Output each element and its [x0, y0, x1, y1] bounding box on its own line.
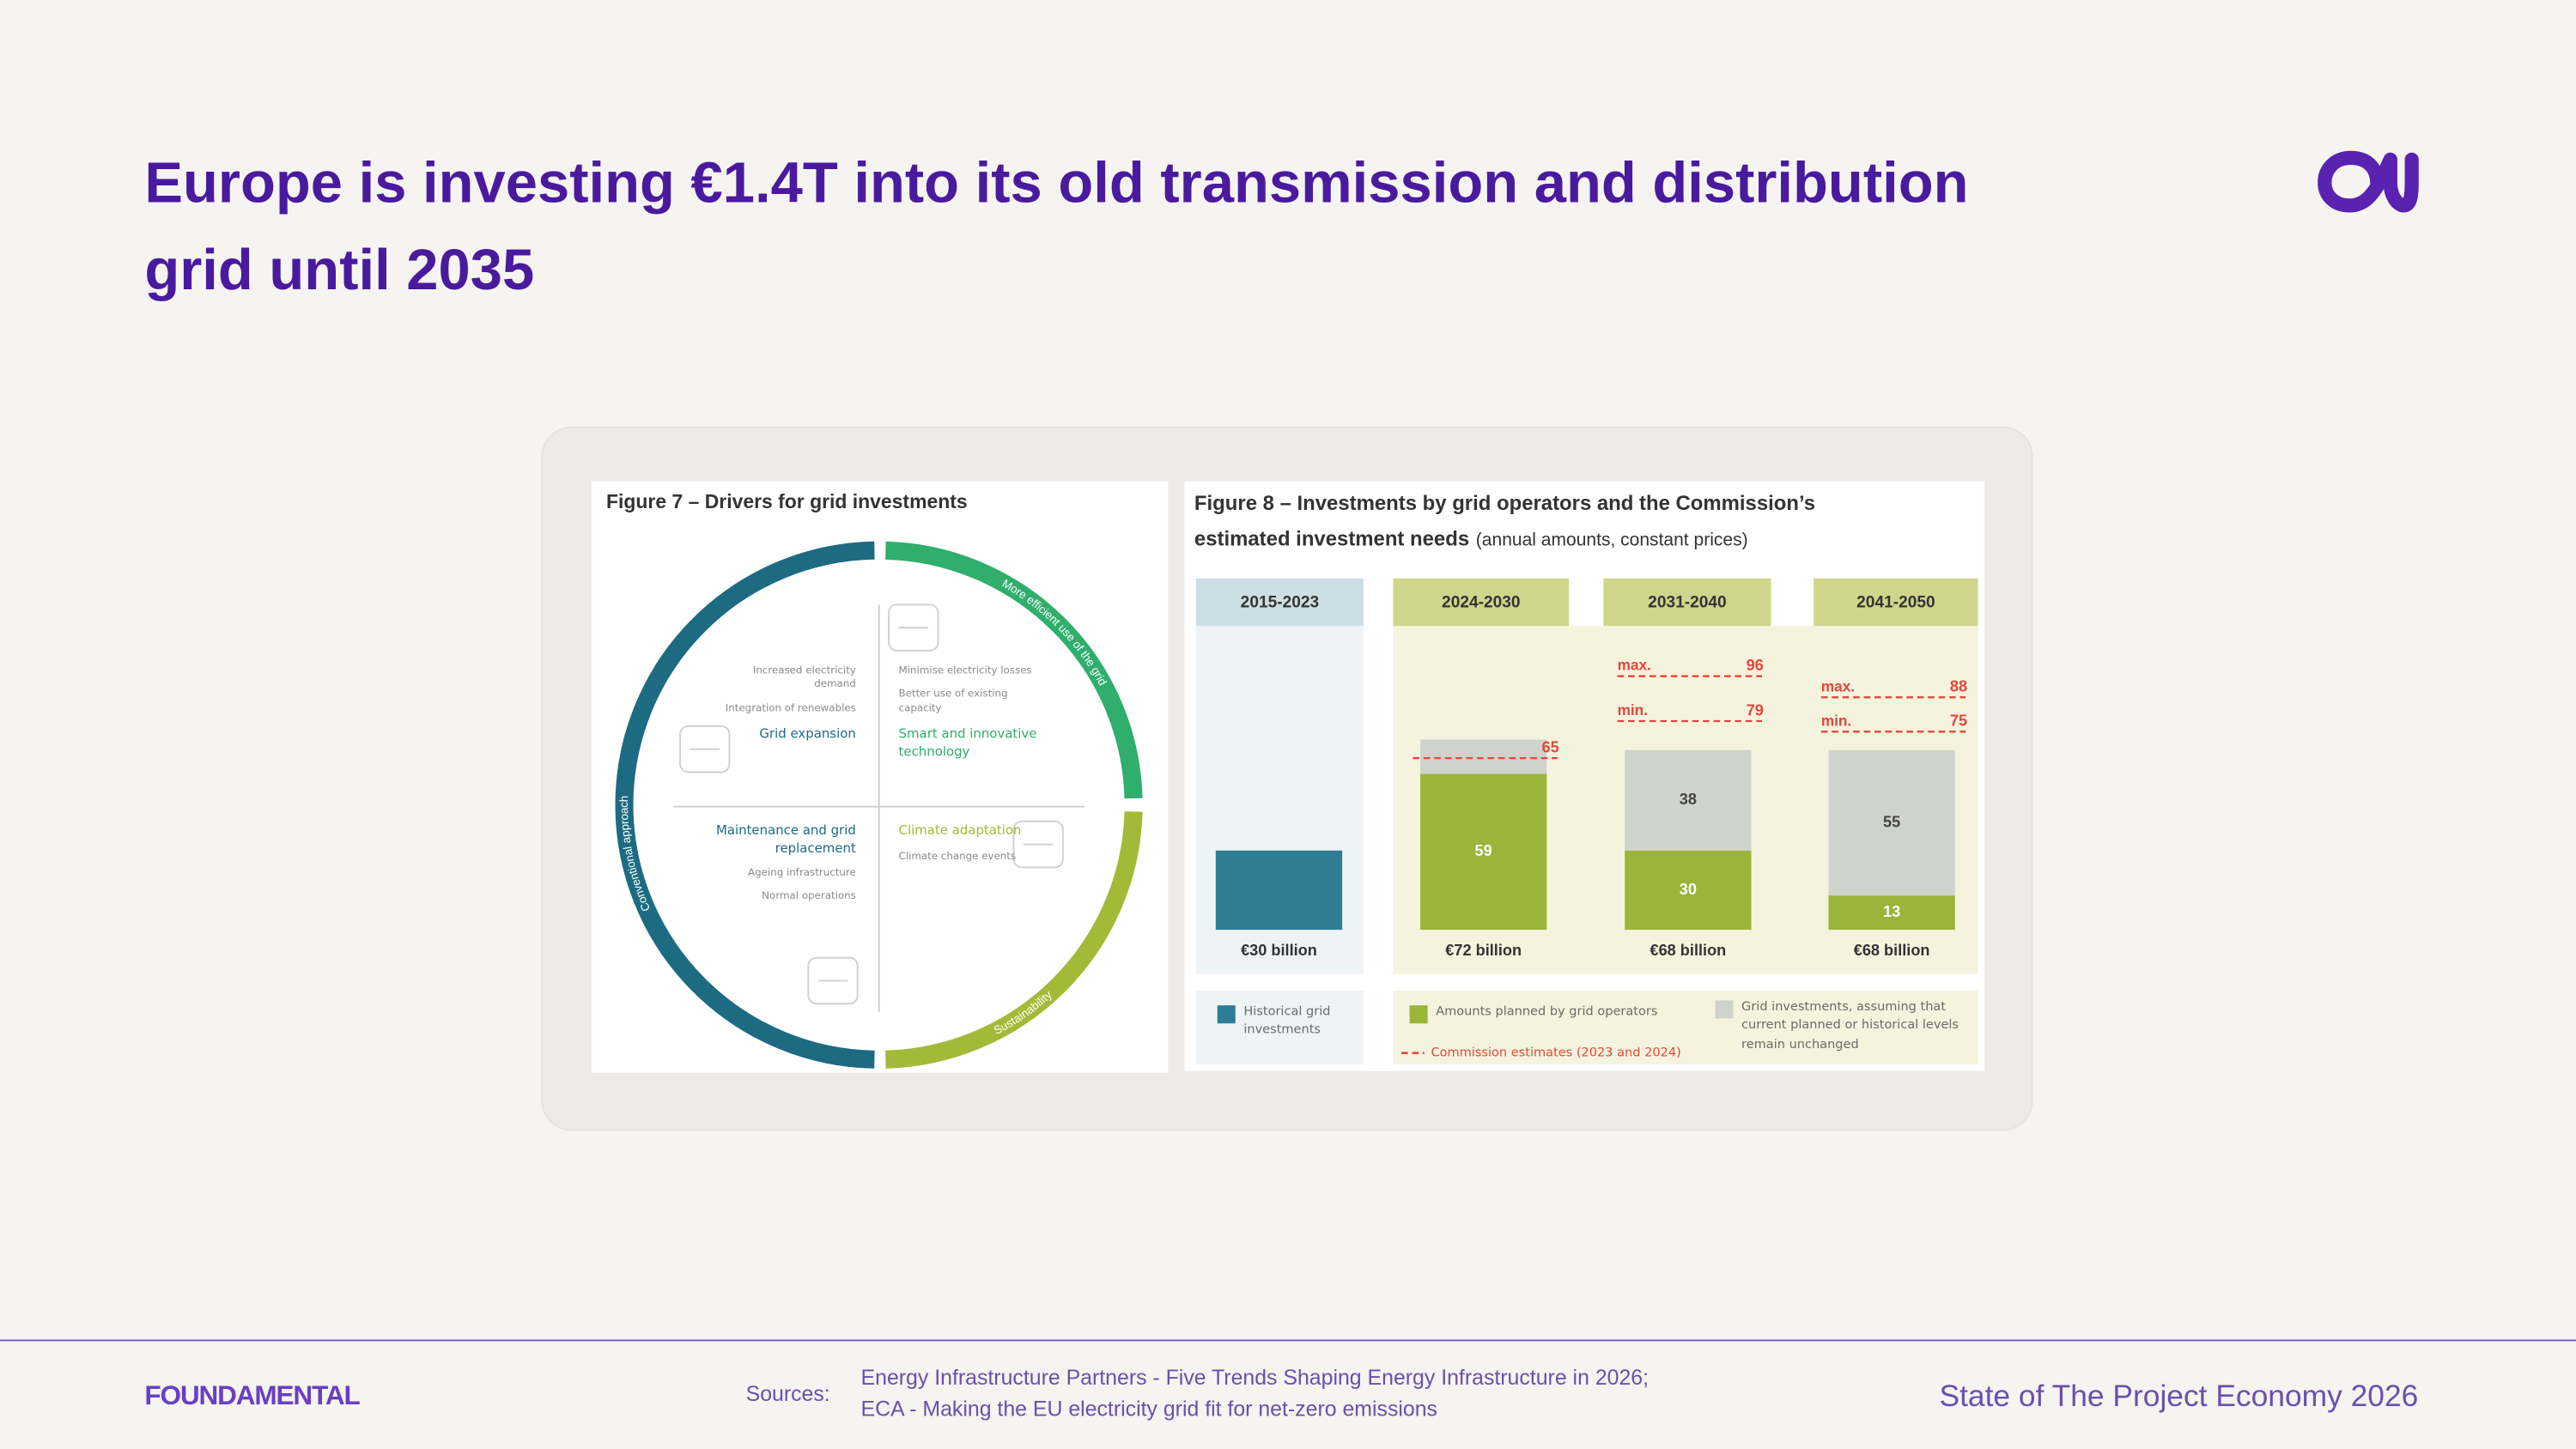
logo	[2318, 150, 2419, 213]
logo-mark	[2318, 150, 2388, 213]
figure8-subtitle: (annual amounts, constant prices)	[1476, 530, 1748, 549]
quadrant-heading: Smart and innovative technology	[898, 726, 1037, 759]
estimate-value: 79	[1747, 701, 1764, 718]
quadrant-item: Normal operations	[762, 890, 856, 903]
quadrant-item: Climate change events	[898, 850, 1017, 862]
bar-segment	[1420, 773, 1547, 931]
column-header	[1195, 578, 1364, 627]
brand: FOUNDAMENTAL	[144, 1379, 360, 1410]
figure8-title: estimated investment needs	[1194, 528, 1469, 551]
legend-swatch	[1217, 1005, 1236, 1024]
legend-swatch	[1715, 1000, 1734, 1019]
bar-segment	[1828, 749, 1955, 896]
ring-segment	[885, 541, 1143, 799]
bar-segment	[1625, 850, 1752, 931]
quadrant-heading: Climate adaptation	[898, 822, 1022, 839]
category-label: 2031-2040	[1648, 593, 1726, 611]
legend-label: Historical grid investments	[1243, 1003, 1331, 1038]
sources-label: Sources:	[746, 1382, 830, 1406]
quadrant: Maintenance and grid replacement Ageing i…	[708, 823, 856, 905]
bar-value-label: 38	[1680, 791, 1697, 808]
total-label: €68 billion	[1649, 942, 1726, 959]
estimate-value: 88	[1950, 678, 1967, 695]
bar-value-label: 55	[1883, 813, 1900, 830]
total-label: €72 billion	[1445, 942, 1522, 959]
quadrant-item: Integration of renewables	[725, 702, 856, 714]
bar-segment	[1420, 739, 1547, 774]
text-box: Increased electricity demand Integration …	[708, 665, 856, 743]
total-label: €68 billion	[1854, 942, 1930, 959]
quadrant-item: Minimise electricity losses	[898, 665, 1032, 677]
estimate-value: 65	[1541, 738, 1558, 755]
figure7-title: Figure 7 – Drivers for grid investments	[606, 490, 968, 512]
estimate-label: min.	[1821, 712, 1851, 729]
quadrant-heading: Maintenance and grid replacement	[715, 822, 856, 856]
ring-segment	[885, 811, 1143, 1069]
column-header	[1393, 578, 1570, 627]
column-header	[1814, 578, 1978, 627]
text-box: Maintenance and grid replacement Ageing i…	[708, 823, 856, 905]
total-label: €30 billion	[1241, 942, 1317, 959]
bar-segment	[1215, 850, 1343, 931]
figure8-title-line: estimated investment needs (annual amount…	[1194, 528, 1748, 551]
bar-value-label: 30	[1680, 881, 1697, 898]
text-box: Minimise electricity losses Better use of…	[899, 665, 1047, 761]
text-box: Historical grid investments	[1243, 1003, 1331, 1038]
column-header	[1603, 578, 1771, 627]
category-label: 2024-2030	[1442, 593, 1520, 611]
estimate-label: max.	[1821, 677, 1855, 694]
bar-value-label: 13	[1883, 903, 1900, 920]
ring-segment	[615, 541, 875, 1069]
quadrant: Minimise electricity losses Better use of…	[899, 665, 1047, 761]
figure8-title: Figure 8 – Investments by grid operators…	[1194, 492, 1815, 515]
legend-background	[1195, 990, 1364, 1065]
bar-segment	[1625, 749, 1752, 851]
text-box: Grid investments, assuming that current …	[1741, 998, 1959, 1052]
quadrant-heading: Grid expansion	[759, 726, 856, 742]
estimate-value: 96	[1747, 657, 1764, 674]
estimate-label: min.	[1618, 701, 1648, 718]
report-name: State of The Project Economy 2026	[1940, 1379, 2419, 1413]
title-line: Europe is investing €1.4T into its old t…	[144, 151, 1968, 215]
text-box: Amounts planned by grid operators	[1436, 1003, 1658, 1019]
legend-background	[1393, 990, 1978, 1065]
text-box: Climate adaptation Climate change events	[899, 823, 1047, 864]
logo-mark	[2373, 152, 2419, 213]
quadrant-item: Better use of existing capacity	[898, 688, 1008, 714]
icon	[679, 724, 731, 773]
icon	[1012, 820, 1064, 869]
quadrant: Climate adaptation Climate change events	[899, 823, 1047, 864]
legend-label: Grid investments, assuming that current …	[1741, 998, 1959, 1052]
legend-swatch	[1409, 1005, 1428, 1024]
legend-label: Amounts planned by grid operators	[1436, 1003, 1658, 1019]
bar-segment	[1828, 895, 1955, 931]
quadrant: Increased electricity demand Integration …	[708, 665, 856, 743]
title-line: grid until 2035	[144, 238, 534, 302]
category-label: 2015-2023	[1241, 593, 1319, 611]
quadrant-item: Ageing infrastructure	[748, 867, 856, 879]
bar-value-label: 59	[1475, 842, 1492, 859]
icon	[807, 956, 859, 1005]
source: ECA - Making the EU electricity grid fit…	[861, 1397, 1437, 1421]
estimate-label: max.	[1618, 657, 1651, 674]
icon	[888, 603, 939, 652]
legend-label: Commission estimates (2023 and 2024)	[1431, 1046, 1680, 1060]
estimate-value: 75	[1950, 712, 1967, 730]
category-label: 2041-2050	[1856, 593, 1935, 611]
quadrant-item: Increased electricity demand	[752, 665, 856, 691]
source: Energy Infrastructure Partners - Five Tr…	[861, 1366, 1649, 1390]
